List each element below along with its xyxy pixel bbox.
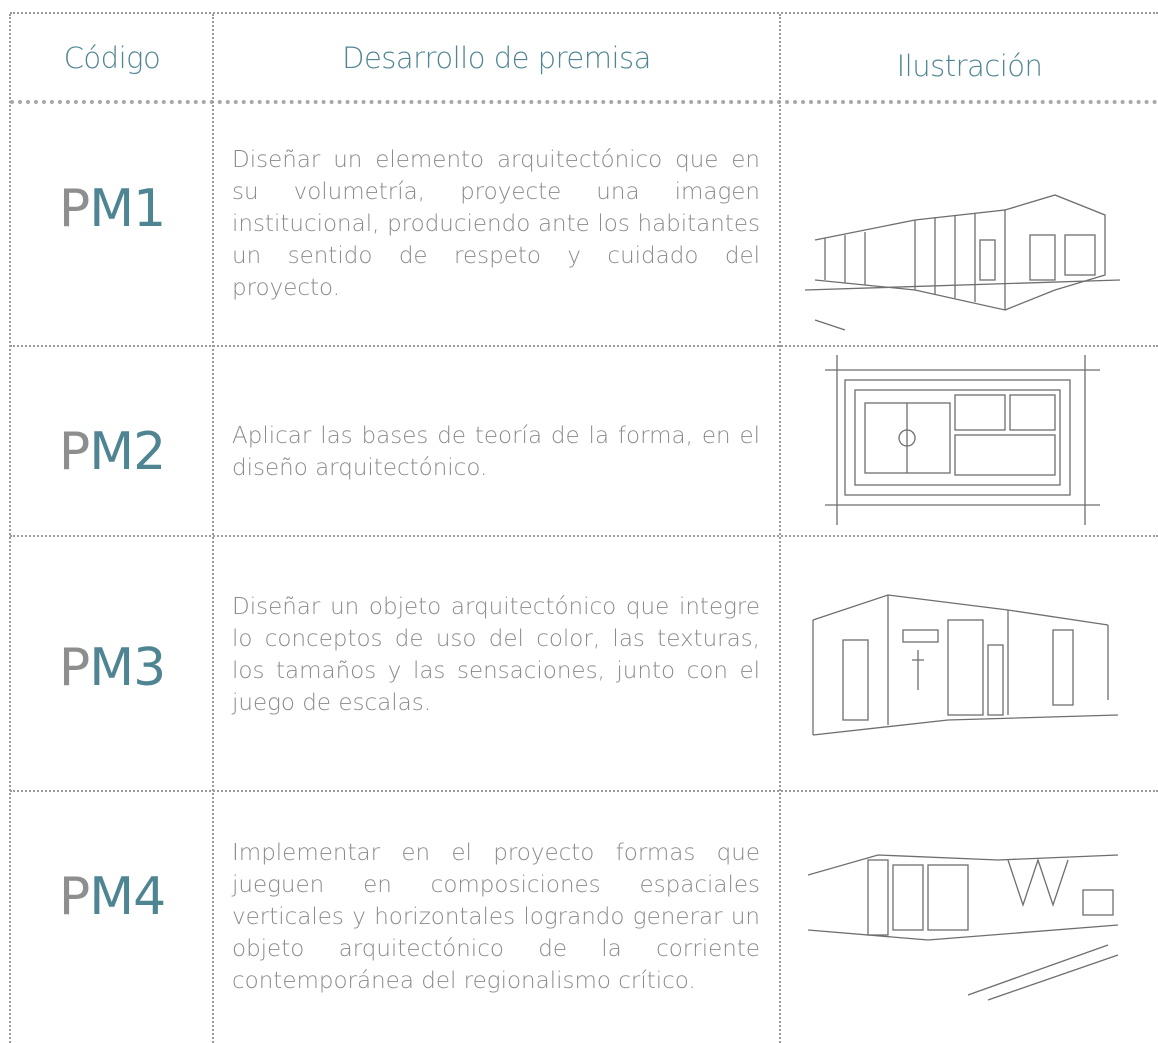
code-part: P: [58, 867, 90, 927]
code-part: M2: [89, 422, 166, 482]
illustration: [812, 594, 1119, 736]
code-part: M4: [89, 867, 166, 927]
border: [10, 345, 1158, 347]
illustration: [808, 854, 1119, 1001]
header-premise: Desarrollo de premisa: [342, 41, 651, 75]
code: P M1: [12, 104, 212, 314]
code-part: P: [58, 422, 90, 482]
border: [10, 100, 1158, 104]
code: P M2: [12, 347, 212, 557]
code: P M4: [12, 792, 212, 1002]
code-part: M1: [89, 179, 166, 239]
code: P M3: [12, 537, 212, 799]
border: [10, 535, 1158, 537]
description-text: Diseñar un elemento arquitectónico que e…: [232, 147, 760, 301]
border: [779, 14, 781, 1043]
code-part: M3: [89, 638, 166, 698]
illustration: [805, 194, 1120, 331]
description-text: Diseñar un objeto arquitectónico que int…: [232, 593, 760, 716]
border: [9, 14, 11, 1043]
header-code: Código: [63, 41, 161, 75]
border: [212, 14, 214, 1043]
description-text: Aplicar las bases de teoría de la forma,…: [232, 423, 760, 481]
illustration: [825, 355, 1100, 525]
description-text: Implementar en el proyecto formas que ju…: [232, 840, 760, 994]
code-part: P: [58, 638, 90, 698]
border: [10, 790, 1158, 792]
border: [10, 12, 1158, 14]
description: Aplicar las bases de teoría de la forma,…: [232, 347, 760, 557]
code-part: P: [58, 179, 90, 239]
header-illustration: Ilustración: [896, 49, 1043, 83]
description: Implementar en el proyecto formas que ju…: [232, 792, 760, 1042]
description: Diseñar un objeto arquitectónico que int…: [232, 537, 760, 772]
description: Diseñar un elemento arquitectónico que e…: [232, 104, 760, 344]
